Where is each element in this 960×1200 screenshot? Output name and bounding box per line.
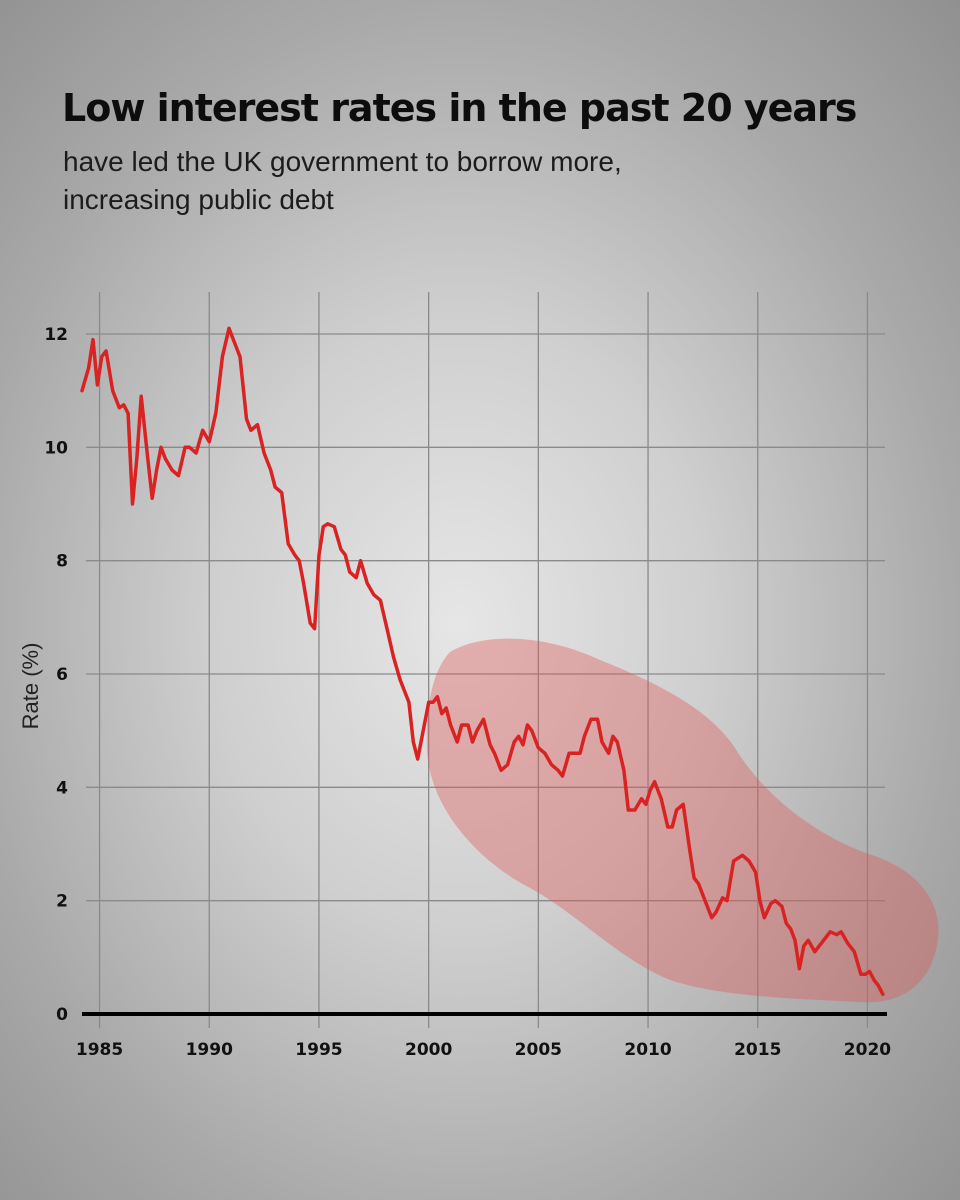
y-tick-label: 10 <box>44 438 68 458</box>
series-line <box>80 326 885 996</box>
chart-title: Low interest rates in the past 20 years <box>62 86 857 130</box>
x-tick-label: 1995 <box>295 1040 342 1060</box>
y-axis-ticks: 0 2 4 6 8 10 12 <box>44 325 68 1025</box>
x-tick-label: 2010 <box>624 1040 671 1060</box>
x-tick-label: 2020 <box>844 1040 891 1060</box>
x-tick-label: 1985 <box>76 1040 123 1060</box>
x-tick-label: 2005 <box>515 1040 562 1060</box>
highlight-region <box>426 638 939 1003</box>
y-tick-label: 0 <box>56 1005 68 1025</box>
grid <box>86 292 885 1028</box>
y-tick-label: 6 <box>56 665 68 685</box>
y-axis-label: Rate (%) <box>18 643 43 730</box>
chart-subtitle: have led the UK government to borrow mor… <box>63 146 622 215</box>
x-tick-label: 2000 <box>405 1040 452 1060</box>
x-tick-label: 2015 <box>734 1040 781 1060</box>
y-tick-label: 8 <box>56 552 68 572</box>
x-tick-label: 1990 <box>186 1040 233 1060</box>
y-tick-label: 4 <box>56 778 68 798</box>
y-tick-label: 2 <box>56 892 68 912</box>
y-tick-label: 12 <box>44 325 68 345</box>
x-axis-ticks: 1985 1990 1995 2000 2005 2010 2015 2020 <box>76 1040 891 1060</box>
